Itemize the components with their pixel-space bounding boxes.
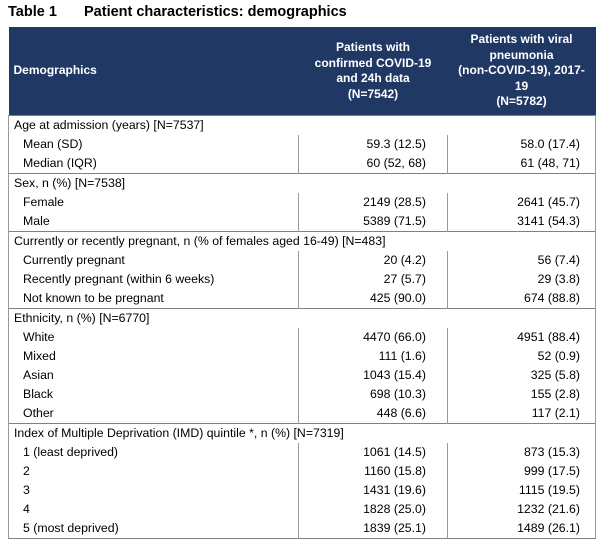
header-viral-line: (N=5782) — [496, 94, 547, 109]
row-label: 1 (least deprived) — [8, 443, 299, 462]
covid-value: 1839 (25.1) — [298, 519, 448, 539]
row-label: Mean (SD) — [8, 135, 299, 154]
table-row: Female 2149 (28.5) 2641 (45.7) — [8, 193, 596, 212]
covid-value: 425 (90.0) — [298, 289, 448, 309]
section-label: Index of Multiple Deprivation (IMD) quin… — [8, 423, 596, 443]
viral-value: 325 (5.8) — [447, 366, 596, 385]
viral-value: 61 (48, 71) — [447, 154, 596, 174]
row-label: Other — [8, 404, 299, 424]
header-covid: Patients with confirmed COVID-19 and 24h… — [298, 27, 448, 116]
viral-value: 1115 (19.5) — [447, 481, 596, 500]
table-row: Male 5389 (71.5) 3141 (54.3) — [8, 212, 596, 232]
section-row-pregnancy: Currently or recently pregnant, n (% of … — [8, 231, 596, 251]
table-row: Mixed 111 (1.6) 52 (0.9) — [8, 347, 596, 366]
row-label: Recently pregnant (within 6 weeks) — [8, 270, 299, 289]
table-row: 4 1828 (25.0) 1232 (21.6) — [8, 500, 596, 519]
covid-value: 698 (10.3) — [298, 385, 448, 404]
table-row: Recently pregnant (within 6 weeks) 27 (5… — [8, 270, 596, 289]
table-row: 1 (least deprived) 1061 (14.5) 873 (15.3… — [8, 443, 596, 462]
table-row: Not known to be pregnant 425 (90.0) 674 … — [8, 289, 596, 309]
viral-value: 3141 (54.3) — [447, 212, 596, 232]
viral-value: 155 (2.8) — [447, 385, 596, 404]
header-covid-line: and 24h data — [336, 71, 410, 85]
covid-value: 1043 (15.4) — [298, 366, 448, 385]
viral-value: 29 (3.8) — [447, 270, 596, 289]
header-viral-line: Patients with viral — [470, 32, 573, 47]
covid-value: 1431 (19.6) — [298, 481, 448, 500]
covid-value: 20 (4.2) — [298, 251, 448, 270]
table-caption: Table 1 Patient characteristics: demograp… — [8, 2, 347, 26]
header-viral-line: pneumonia — [489, 47, 554, 62]
section-row-age: Age at admission (years) [N=7537] — [8, 115, 596, 135]
covid-value: 60 (52, 68) — [298, 154, 448, 174]
table-row: 2 1160 (15.8) 999 (17.5) — [8, 462, 596, 481]
table-body: Age at admission (years) [N=7537] Mean (… — [8, 115, 596, 539]
covid-value: 59.3 (12.5) — [298, 135, 448, 154]
row-label: Female — [8, 193, 299, 212]
header-covid-line: (N=7542) — [347, 86, 399, 101]
table-row: Other 448 (6.6) 117 (2.1) — [8, 404, 596, 424]
row-label: 2 — [8, 462, 299, 481]
table-row: 3 1431 (19.6) 1115 (19.5) — [8, 481, 596, 500]
section-row-ethnicity: Ethnicity, n (%) [N=6770] — [8, 308, 596, 328]
table-row: Asian 1043 (15.4) 325 (5.8) — [8, 366, 596, 385]
row-label: Mixed — [8, 347, 299, 366]
covid-value: 1160 (15.8) — [298, 462, 448, 481]
table-row: Black 698 (10.3) 155 (2.8) — [8, 385, 596, 404]
viral-value: 999 (17.5) — [447, 462, 596, 481]
covid-value: 27 (5.7) — [298, 270, 448, 289]
viral-value: 674 (88.8) — [447, 289, 596, 309]
viral-value: 873 (15.3) — [447, 443, 596, 462]
viral-value: 1489 (26.1) — [447, 519, 596, 539]
section-label: Age at admission (years) [N=7537] — [8, 115, 596, 135]
demographics-table: Demographics Patients with confirmed COV… — [8, 27, 596, 539]
covid-value: 448 (6.6) — [298, 404, 448, 424]
table-row: 5 (most deprived) 1839 (25.1) 1489 (26.1… — [8, 519, 596, 539]
covid-value: 4470 (66.0) — [298, 328, 448, 347]
section-label: Sex, n (%) [N=7538] — [8, 173, 596, 193]
covid-value: 1828 (25.0) — [298, 500, 448, 519]
viral-value: 52 (0.9) — [447, 347, 596, 366]
table-number: Table 1 — [8, 4, 57, 20]
section-label: Currently or recently pregnant, n (% of … — [8, 231, 596, 251]
header-viral-line: (non-COVID-19), 2017-19 — [458, 63, 585, 93]
row-label: Asian — [8, 366, 299, 385]
section-label: Ethnicity, n (%) [N=6770] — [8, 308, 596, 328]
viral-value: 117 (2.1) — [447, 404, 596, 424]
table-title: Patient characteristics: demographics — [84, 4, 347, 20]
header-covid-line: confirmed COVID-19 — [314, 55, 432, 70]
row-label: Not known to be pregnant — [8, 289, 299, 309]
covid-value: 5389 (71.5) — [298, 212, 448, 232]
viral-value: 58.0 (17.4) — [447, 135, 596, 154]
covid-value: 2149 (28.5) — [298, 193, 448, 212]
table-row: Median (IQR) 60 (52, 68) 61 (48, 71) — [8, 154, 596, 174]
section-row-sex: Sex, n (%) [N=7538] — [8, 173, 596, 193]
row-label: Male — [8, 212, 299, 232]
header-viral-pneumonia: Patients with viral pneumonia (non-COVID… — [447, 27, 596, 116]
table-row: White 4470 (66.0) 4951 (88.4) — [8, 328, 596, 347]
row-label: Black — [8, 385, 299, 404]
row-label: Median (IQR) — [8, 154, 299, 174]
header-demographics: Demographics — [8, 27, 299, 116]
viral-value: 56 (7.4) — [447, 251, 596, 270]
row-label: 4 — [8, 500, 299, 519]
row-label: White — [8, 328, 299, 347]
viral-value: 2641 (45.7) — [447, 193, 596, 212]
section-row-imd: Index of Multiple Deprivation (IMD) quin… — [8, 423, 596, 443]
row-label: 3 — [8, 481, 299, 500]
viral-value: 1232 (21.6) — [447, 500, 596, 519]
table-header: Demographics Patients with confirmed COV… — [8, 27, 596, 116]
row-label: Currently pregnant — [8, 251, 299, 270]
viral-value: 4951 (88.4) — [447, 328, 596, 347]
covid-value: 111 (1.6) — [298, 347, 448, 366]
table-row: Currently pregnant 20 (4.2) 56 (7.4) — [8, 251, 596, 270]
row-label: 5 (most deprived) — [8, 519, 299, 539]
table-row: Mean (SD) 59.3 (12.5) 58.0 (17.4) — [8, 135, 596, 154]
header-covid-line: Patients with — [335, 40, 410, 54]
covid-value: 1061 (14.5) — [298, 443, 448, 462]
